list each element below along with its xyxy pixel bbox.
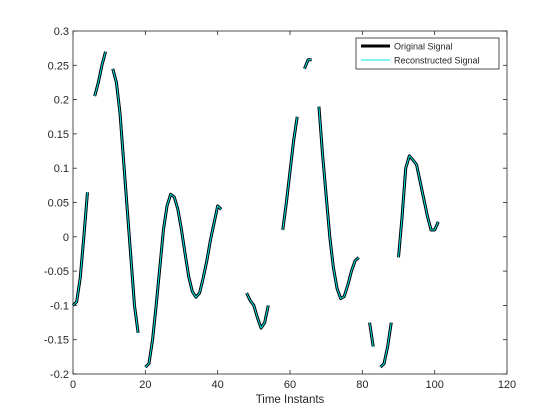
reconstructed-signal-segment [144,193,222,368]
reconstructed-signal-segment [318,106,360,300]
x-axis-label: Time Instants [256,394,325,406]
legend: Original Signal Reconstructed Signal [355,37,500,70]
tick-layer [72,30,508,375]
y-tick-label: -0.1 [50,300,69,312]
reconstructed-signal-segment [282,116,298,231]
y-tick-label: -0.05 [44,266,69,278]
tick-label-layer: 0 20 40 60 80 100 120 -0.2 -0.15 -0.1 -0.05 0 0.05 0.… [44,26,516,391]
x-tick-label: 0 [70,379,76,391]
y-tick-label: 0.1 [54,163,69,175]
x-tick-label: 100 [425,379,443,391]
y-tick-label: 0.25 [48,60,69,72]
series-layer [71,51,440,369]
reconstructed-signal-segment [398,155,439,258]
y-tick-label: 0.05 [48,198,69,210]
reconstructed-signal-segment [369,322,374,347]
x-tick-label: 120 [498,379,516,391]
reconstructed-signal-segment [246,292,269,329]
y-tick-label: -0.15 [44,335,69,347]
y-tick-label: -0.2 [50,369,69,381]
legend-label-reconstructed-signal: Reconstructed Signal [394,56,480,66]
reconstructed-signal-segment [380,322,392,368]
x-tick-label: 40 [212,379,224,391]
x-tick-label: 20 [139,379,151,391]
y-tick-label: 0.3 [54,26,69,38]
reconstructed-signal-segment [72,192,88,306]
x-tick-label: 60 [284,379,296,391]
reconstructed-signal-segment [112,68,139,333]
plot-area [72,30,508,375]
legend-box [355,37,500,70]
legend-label-original-signal: Original Signal [394,42,453,52]
x-tick-label: 80 [356,379,368,391]
y-tick-label: 0.15 [48,129,69,141]
y-tick-label: 0 [63,232,69,244]
reconstructed-signal-segment [304,59,312,69]
y-tick-label: 0.2 [54,95,69,107]
reconstructed-signal-segment [94,51,107,97]
